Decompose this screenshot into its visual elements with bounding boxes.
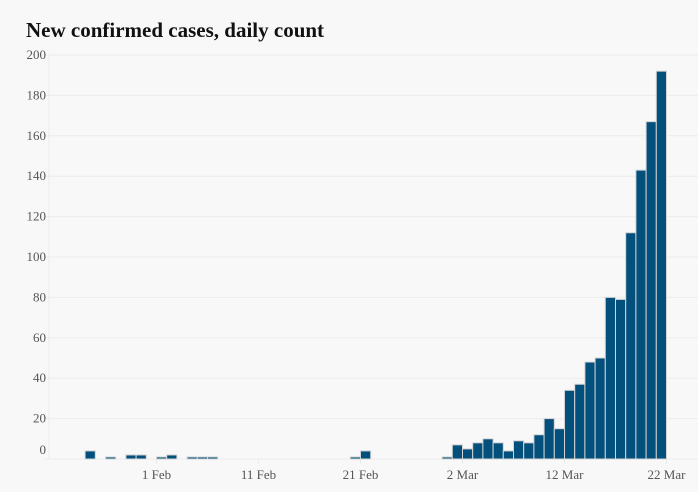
y-tick-label: 20	[33, 411, 46, 426]
bar-7-mar[interactable]	[513, 440, 525, 460]
bar-13-mar[interactable]	[574, 383, 586, 460]
y-tick-label: 100	[27, 249, 47, 264]
x-tick-label: 2 Mar	[447, 467, 479, 482]
bars	[84, 70, 667, 460]
y-tick-label: 120	[27, 209, 47, 224]
x-tick-label: 22 Mar	[648, 467, 687, 482]
bar-3-mar[interactable]	[472, 442, 484, 460]
bar-21-feb[interactable]	[360, 450, 372, 460]
bar-11-mar[interactable]	[553, 428, 565, 460]
x-tick-label: 21 Feb	[343, 467, 379, 482]
y-tick-label: 180	[27, 87, 47, 102]
bar-12-mar[interactable]	[564, 389, 576, 460]
y-tick-label: 160	[27, 128, 47, 143]
bar-14-mar[interactable]	[584, 361, 596, 460]
x-tick-label: 11 Feb	[241, 467, 276, 482]
bar-6-mar[interactable]	[502, 450, 514, 460]
x-tick-label: 12 Mar	[546, 467, 585, 482]
bar-1-feb[interactable]	[156, 456, 168, 460]
bar-5-feb[interactable]	[196, 456, 209, 460]
bar-5-mar[interactable]	[492, 442, 504, 460]
bar-15-mar[interactable]	[594, 357, 606, 460]
bar-27-jan[interactable]	[105, 456, 117, 460]
bar-29-jan[interactable]	[125, 454, 137, 460]
bar-20-feb[interactable]	[349, 456, 361, 460]
bar-6-feb[interactable]	[207, 456, 219, 460]
bar-20-mar[interactable]	[645, 121, 657, 460]
bar-18-mar[interactable]	[625, 232, 637, 460]
y-tick-label: 80	[33, 289, 46, 304]
bar-30-jan[interactable]	[135, 454, 147, 460]
y-tick-label: 60	[33, 330, 46, 345]
bar-9-mar[interactable]	[533, 434, 545, 460]
chart-title: New confirmed cases, daily count	[26, 18, 325, 42]
y-tick-label: 200	[27, 47, 47, 62]
bar-25-jan[interactable]	[84, 450, 96, 460]
bar-4-mar[interactable]	[482, 438, 494, 460]
bar-16-mar[interactable]	[604, 296, 616, 460]
bar-21-mar[interactable]	[655, 70, 667, 460]
bar-10-mar[interactable]	[543, 418, 555, 460]
x-axis: 1 Feb 11 Feb 21 Feb 2 Mar 12 Mar 22 Mar	[49, 458, 698, 482]
bar-2-feb[interactable]	[166, 454, 178, 460]
grid-lines	[49, 54, 698, 420]
bar-4-feb[interactable]	[186, 456, 198, 460]
x-tick-label: 1 Feb	[142, 467, 171, 482]
bar-17-mar[interactable]	[615, 298, 627, 460]
bar-1-mar[interactable]	[451, 444, 463, 460]
y-tick-label: 0	[40, 442, 47, 457]
bar-19-mar[interactable]	[635, 169, 647, 460]
y-axis: 0 20 40 60 80 100 120 140 160 180 200	[27, 47, 53, 460]
bar-2-mar[interactable]	[462, 448, 474, 460]
y-tick-label: 40	[33, 370, 46, 385]
bar-8-mar[interactable]	[523, 442, 535, 460]
bar-29-feb[interactable]	[441, 456, 453, 460]
y-tick-label: 140	[27, 168, 47, 183]
